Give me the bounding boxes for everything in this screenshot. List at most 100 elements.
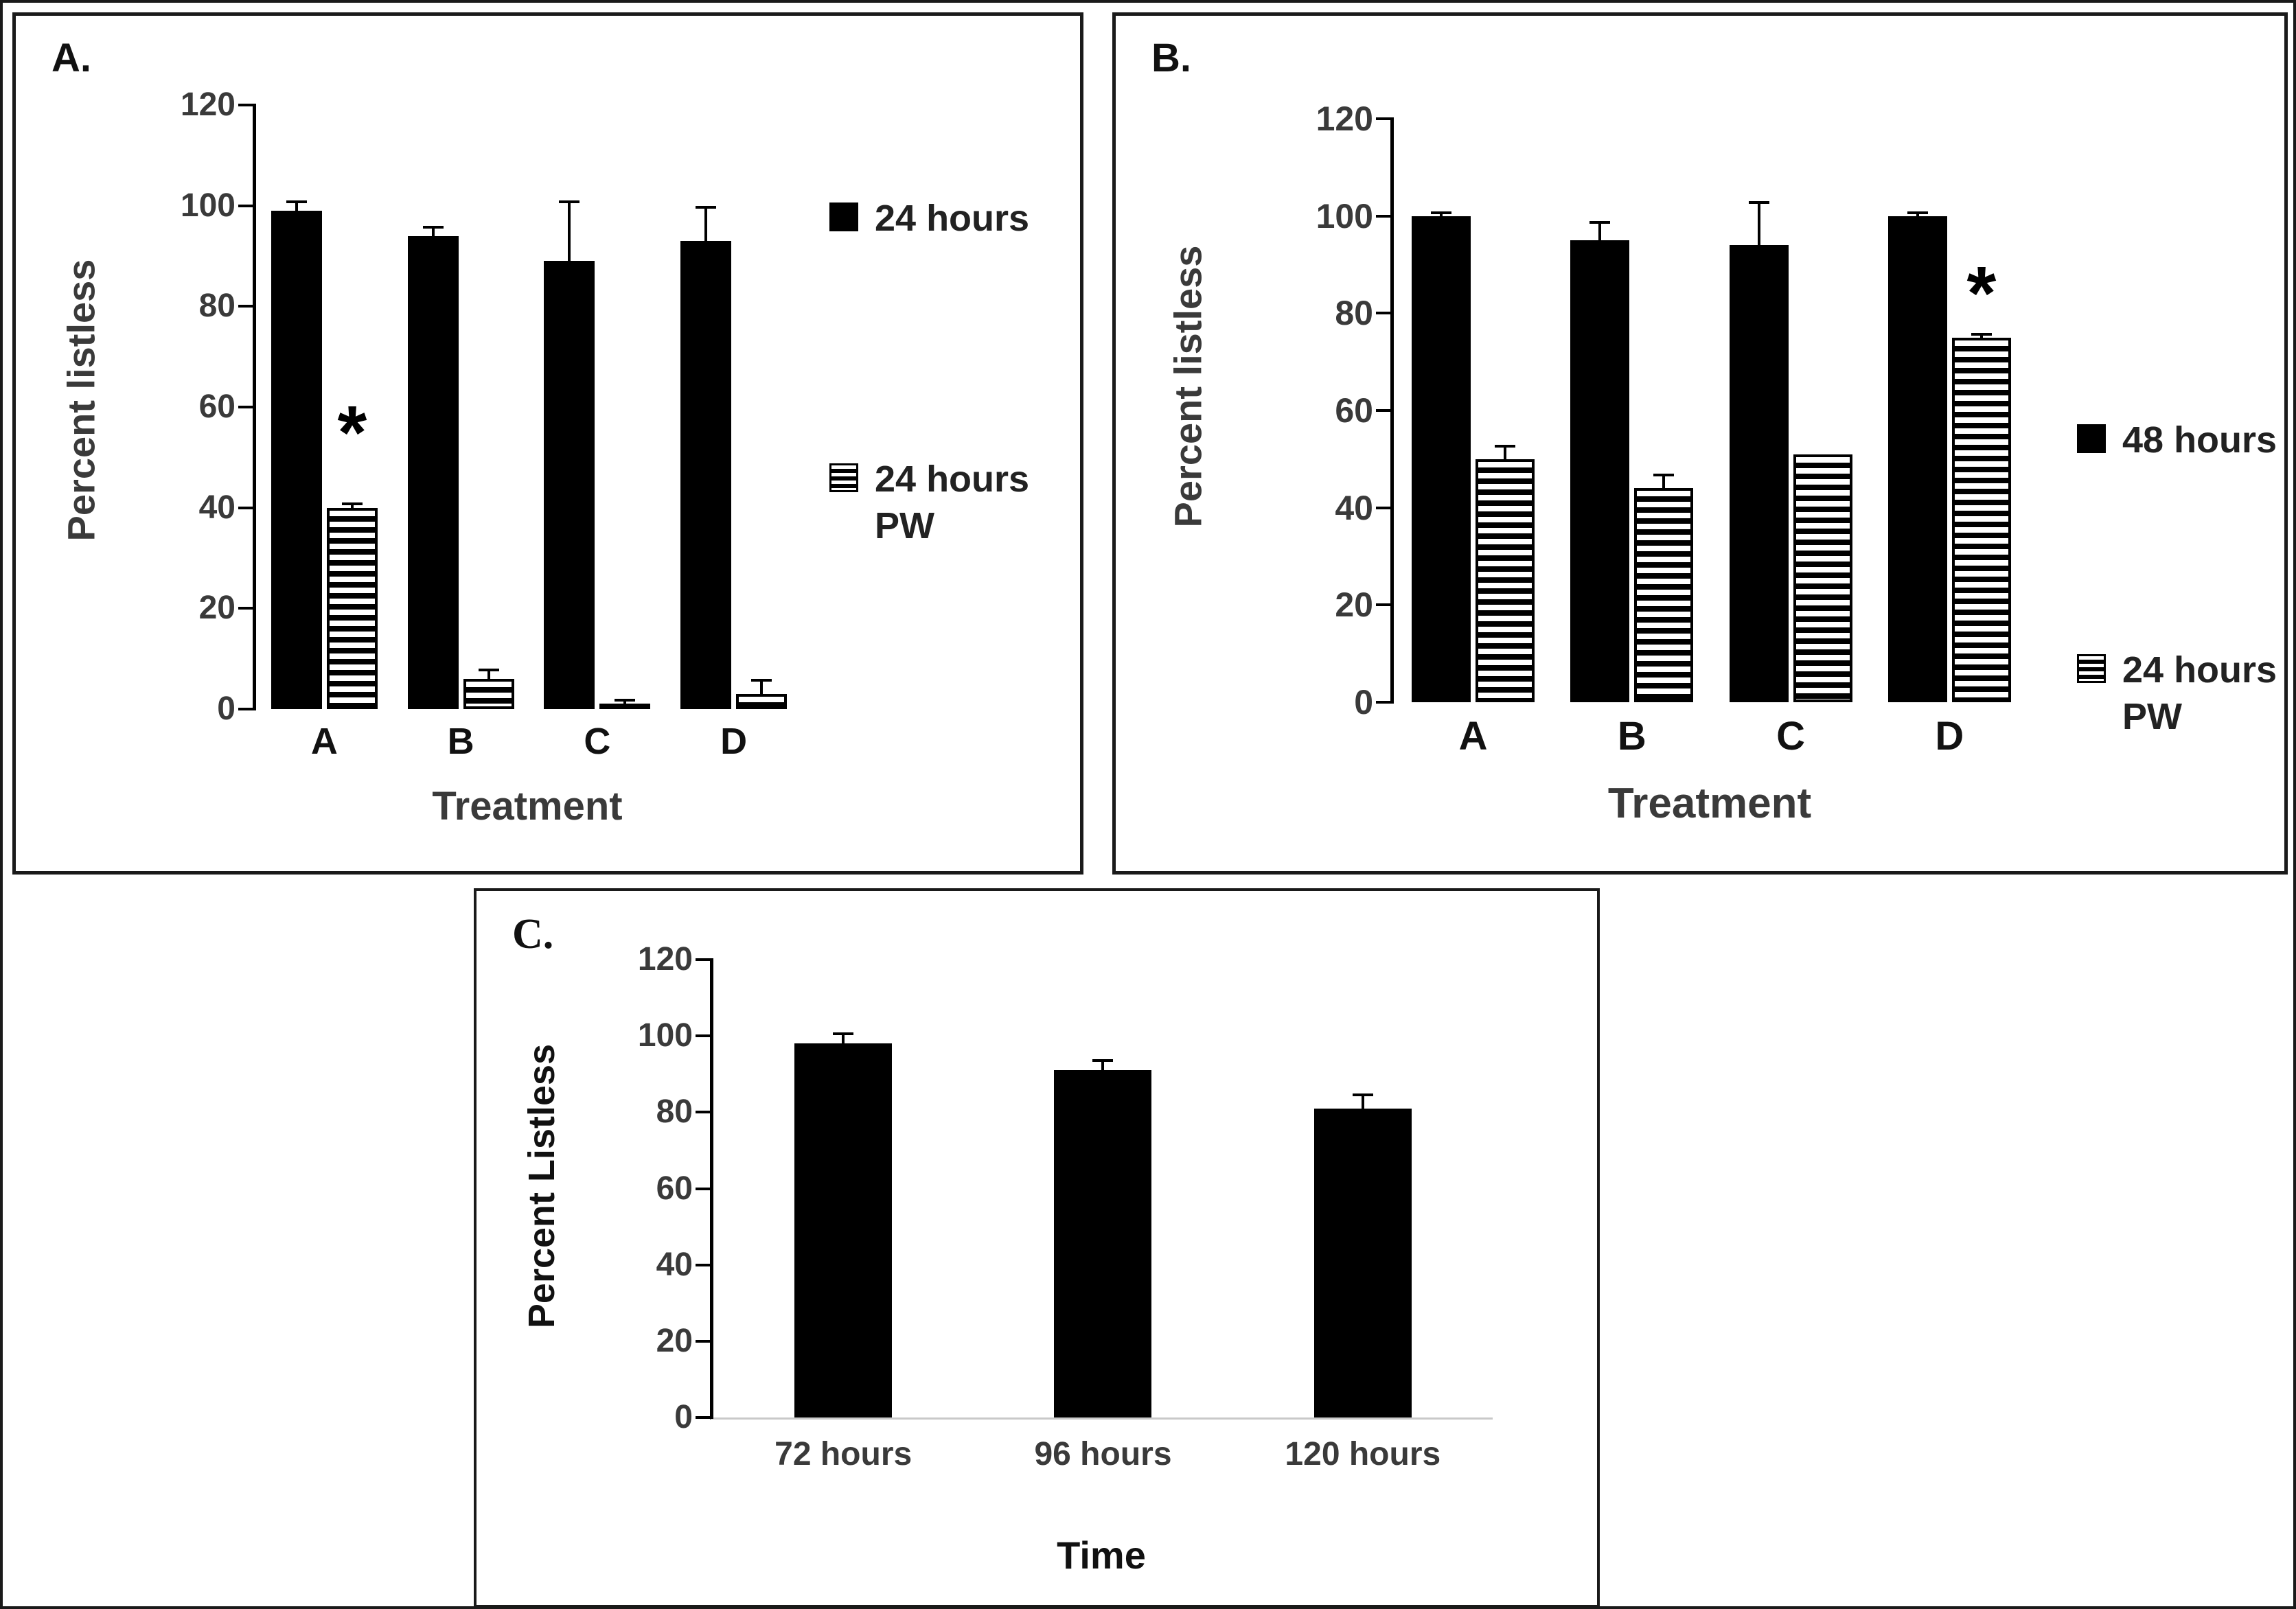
y-tick-label: 100 (637, 1017, 693, 1054)
error-bar-cap (1907, 211, 1928, 214)
panel-b-label: B. (1151, 36, 1191, 80)
bar-slot (1054, 960, 1152, 1417)
bar-slot (407, 105, 459, 709)
y-tick-label: 0 (674, 1399, 693, 1435)
error-bar-cap (1495, 444, 1516, 448)
y-tick-label: 40 (198, 489, 236, 526)
y-tick-mark (1376, 409, 1394, 412)
error-bar-cap (1653, 474, 1675, 477)
y-tick-label: 80 (198, 288, 236, 325)
y-tick-label: 40 (1335, 488, 1373, 527)
y-tick-mark (1376, 701, 1394, 704)
legend-label: 24 hours (875, 198, 1030, 239)
bar-group: A (1412, 119, 1535, 759)
y-tick-mark (238, 708, 256, 710)
y-tick-label: 100 (180, 187, 236, 224)
bar-striped (736, 694, 788, 709)
error-bar (1352, 1093, 1373, 1109)
error-bar (696, 205, 717, 241)
panel-a-x-axis-title: Treatment (432, 784, 623, 829)
legend-item-24-hours-pw: 24 hours PW (2077, 647, 2284, 740)
y-tick-mark (238, 506, 256, 509)
bar-slot (463, 105, 514, 709)
panel-a-plot-area: 0 20 40 60 80 100 120 * A B C D (181, 89, 802, 762)
y-tick-mark (1376, 312, 1394, 315)
panel-b-plot-area: 0 20 40 60 80 100 120 A B C * D (1316, 102, 2029, 759)
bar-solid (1887, 216, 1947, 702)
bar-groups: 72 hours 96 hours 120 hours (713, 960, 1493, 1472)
bar-slot (736, 105, 788, 709)
x-category-label: D (720, 721, 748, 762)
bar-groups: * A B C D (256, 105, 802, 762)
error-bar-cap (1092, 1058, 1114, 1062)
significance-asterisk: * (1966, 251, 1997, 336)
bar-striped (326, 507, 378, 709)
panel-a-label: A. (51, 36, 91, 80)
y-tick-mark (238, 204, 256, 207)
y-tick-mark (1376, 117, 1394, 120)
y-tick-mark (238, 607, 256, 610)
bar-group: 96 hours (1034, 960, 1172, 1472)
bar-group: 72 hours (774, 960, 912, 1472)
y-tick-label: 20 (656, 1322, 693, 1359)
bar-striped (1793, 454, 1852, 702)
bar-striped (1951, 337, 2011, 702)
error-bar (559, 200, 580, 262)
panel-b-y-axis-title: Percent listless (1166, 245, 1210, 528)
legend-swatch-solid-icon (829, 202, 858, 231)
bar-solid (407, 235, 459, 709)
legend-item-48-hours: 48 hours (2077, 417, 2277, 464)
error-bar-cap (478, 669, 499, 672)
y-tick-mark (696, 1187, 713, 1190)
bar-group: C (544, 105, 651, 762)
panel-b: B. Percent listless 0 20 40 60 80 100 120 A B C * D… (1112, 12, 2288, 875)
legend-swatch-solid-icon (2077, 424, 2106, 453)
y-tick-label: 40 (656, 1246, 693, 1283)
bar-group: * A (271, 105, 378, 762)
y-tick-label: 80 (656, 1093, 693, 1131)
bar-solid (680, 241, 732, 709)
bar-striped (1634, 488, 1694, 702)
y-tick-mark (696, 1034, 713, 1038)
error-bar (615, 699, 636, 704)
bar-slot (1570, 119, 1630, 702)
y-tick-label: 60 (1335, 391, 1373, 430)
bar-slot (1412, 119, 1471, 702)
bar-slot (680, 105, 732, 709)
error-bar-cap (833, 1032, 854, 1035)
bar-solid (794, 1043, 893, 1417)
y-tick-mark (1376, 603, 1394, 607)
error-bar (1092, 1058, 1114, 1071)
y-tick-label: 0 (1354, 683, 1373, 721)
error-bar-cap (1589, 220, 1611, 224)
bar-solid (1313, 1108, 1412, 1417)
legend-item-24-hours: 24 hours (829, 196, 1029, 242)
error-bar-cap (1971, 332, 1992, 336)
bar-slot: * (326, 105, 378, 709)
x-category-label: D (1935, 714, 1964, 759)
bar-slot (1313, 960, 1412, 1417)
error-bar (478, 669, 499, 679)
bar-slot (599, 105, 651, 709)
bar-group: D (680, 105, 788, 762)
bar-solid (271, 211, 322, 709)
bar-group: C (1729, 119, 1852, 759)
error-bar-cap (615, 699, 636, 702)
legend-label: 24 hours PW (875, 459, 1030, 546)
error-bar-cap (559, 200, 580, 204)
y-tick-mark (696, 1416, 713, 1419)
error-bar (1653, 474, 1675, 489)
x-category-label: A (1458, 714, 1488, 759)
x-category-label: B (1617, 714, 1646, 759)
y-tick-label: 20 (198, 590, 236, 627)
bar-solid (1412, 216, 1471, 702)
bar-slot (1887, 119, 1947, 702)
error-bar-cap (341, 502, 363, 506)
error-bar (341, 502, 363, 508)
x-category-label: 120 hours (1285, 1436, 1441, 1472)
error-bar (286, 200, 307, 211)
error-bar (751, 679, 772, 694)
bar-slot (1634, 119, 1694, 702)
y-tick-mark (696, 1263, 713, 1266)
